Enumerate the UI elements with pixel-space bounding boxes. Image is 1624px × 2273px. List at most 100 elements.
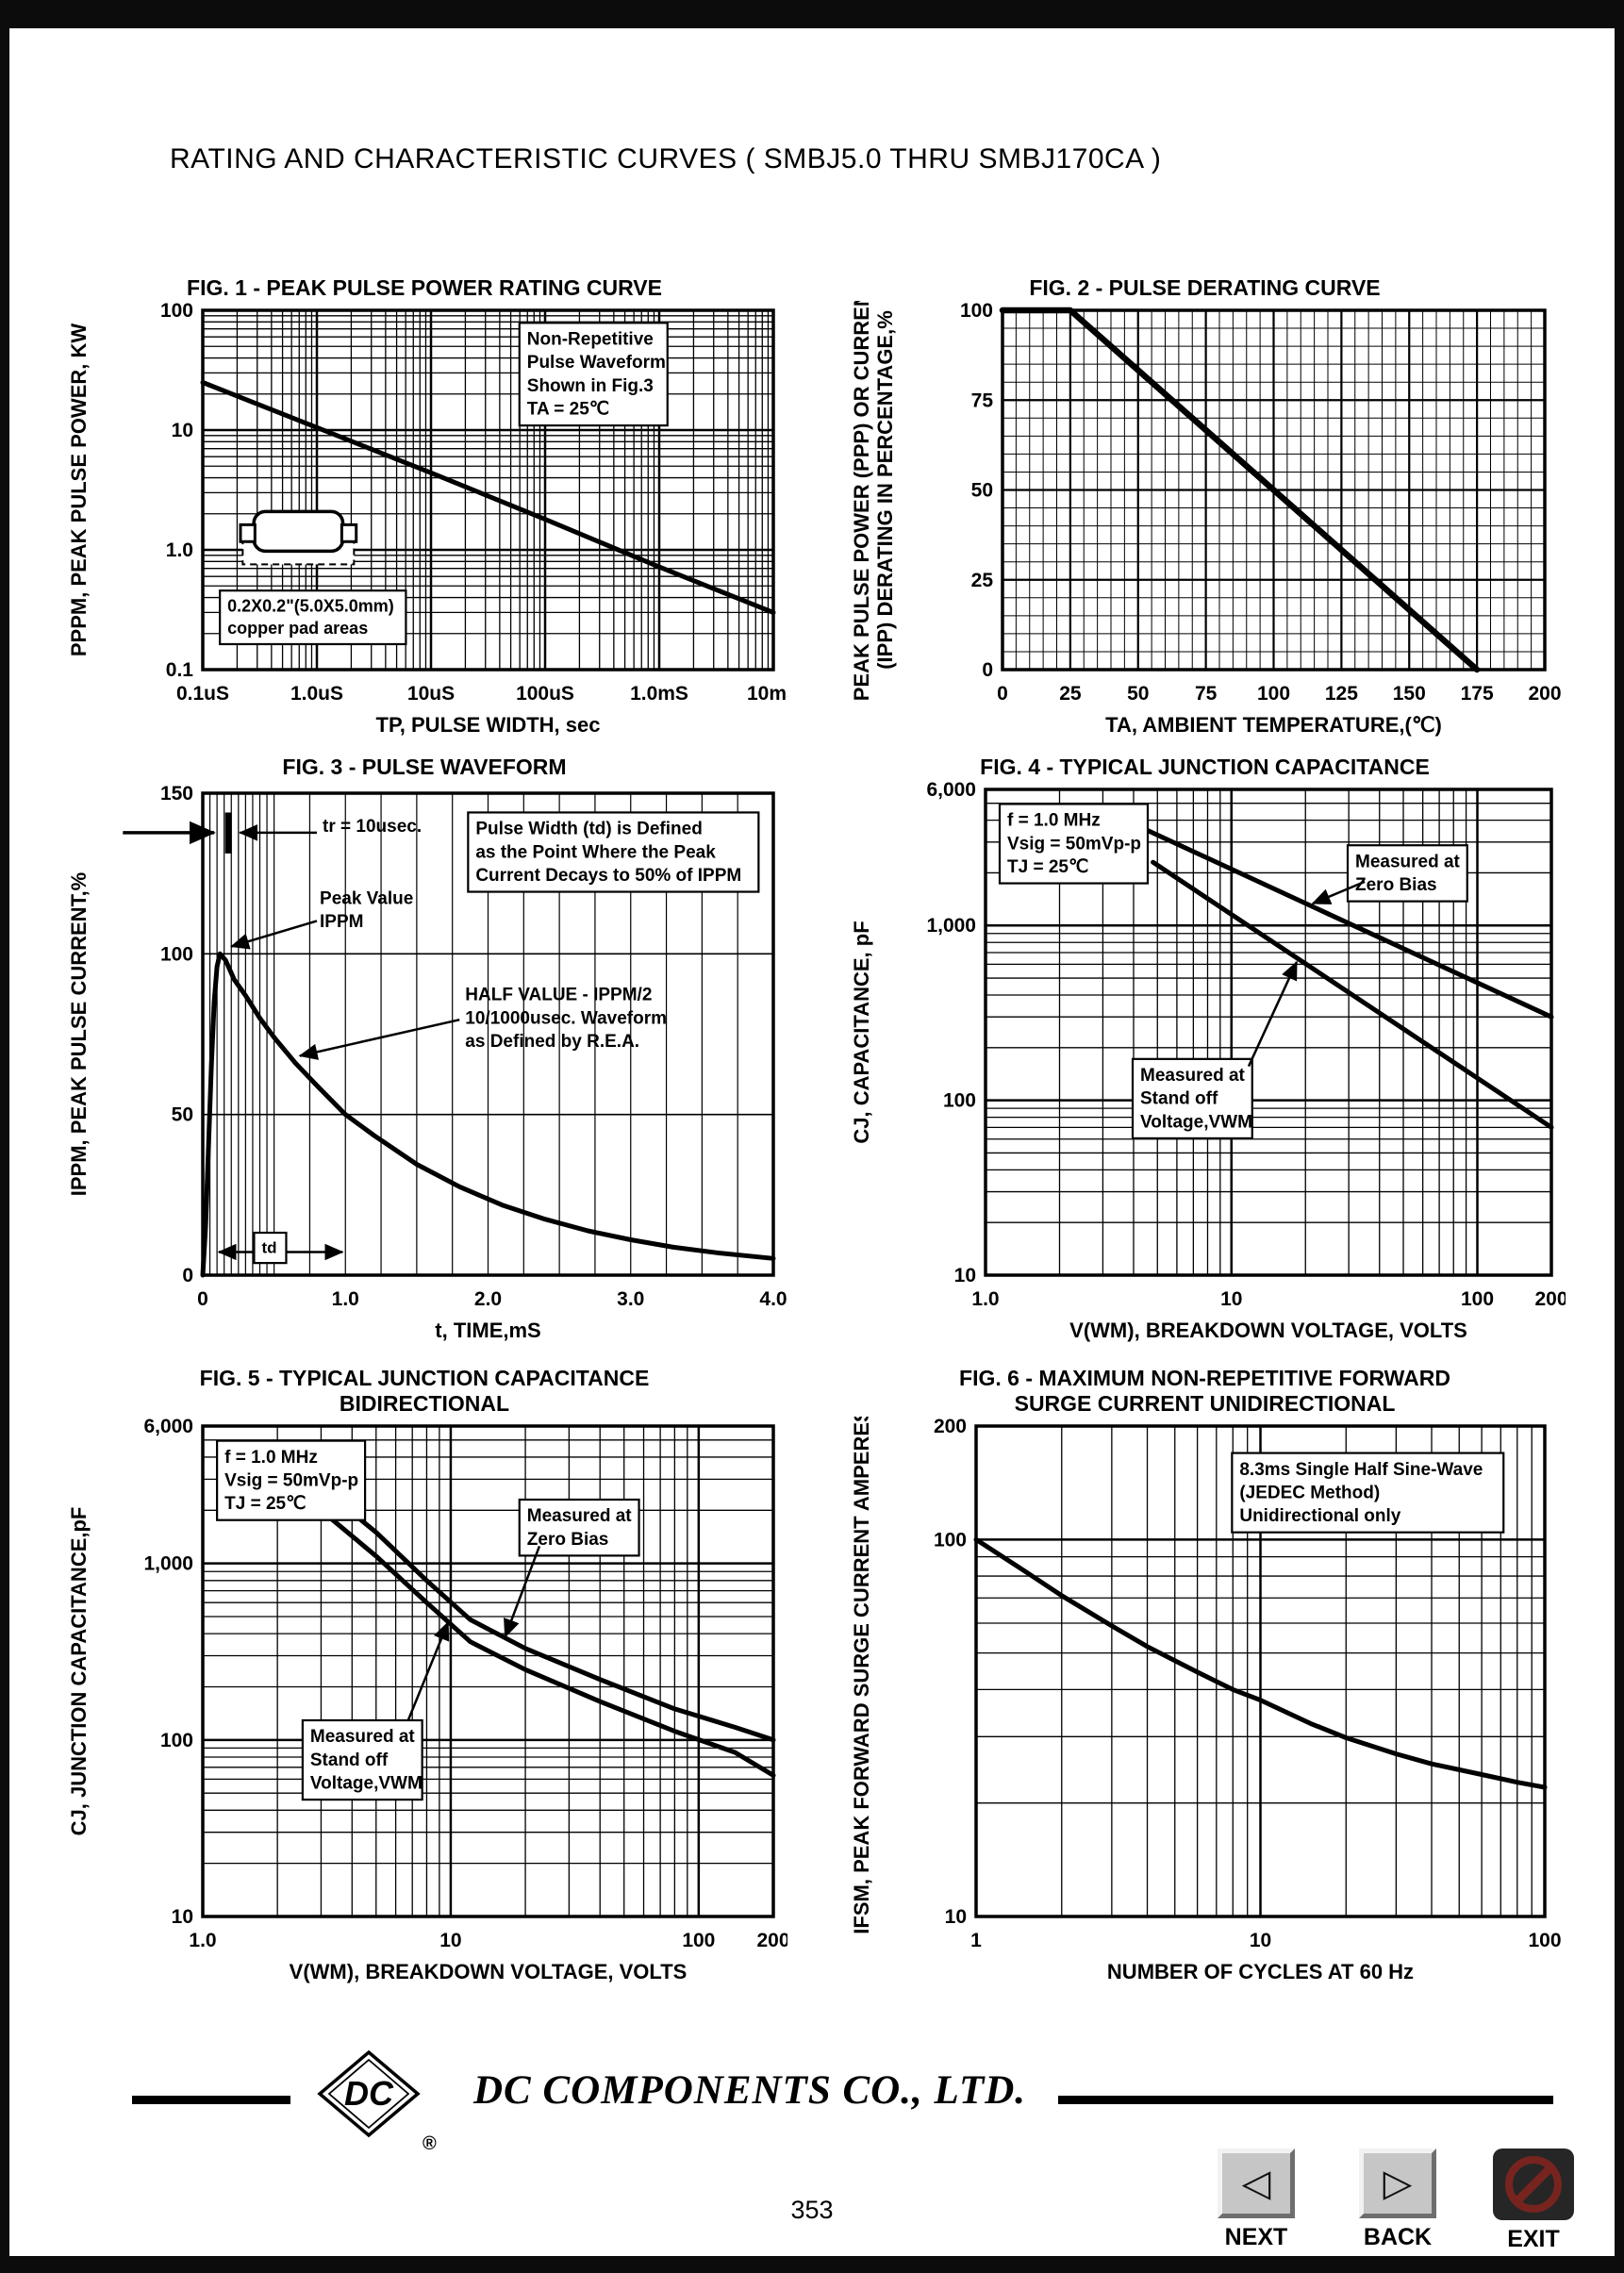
x-axis-title: NUMBER OF CYCLES AT 60 Hz	[1107, 1960, 1414, 1983]
y-axis-title: IFSM, PEAK FORWARD SURGE CURRENT AMPERES	[850, 1417, 873, 1934]
annotation-text: 8.3ms Single Half Sine-Wave	[1239, 1460, 1483, 1480]
y-axis-title: PPPM, PEAK PULSE POWER, KW	[67, 324, 91, 656]
plot-border	[201, 791, 775, 1277]
x-tick-label: 3.0	[617, 1288, 644, 1310]
x-tick-label: 0	[197, 1288, 208, 1310]
annotation-text: Vsig = 50mVp-p	[224, 1471, 358, 1491]
fig5-subtitle: BIDIRECTIONAL	[339, 1391, 510, 1416]
fig5-junction-capacitance-bidirectional: FIG. 5 - TYPICAL JUNCTION CAPACITANCE BI…	[61, 1366, 790, 1999]
x-tick-label: 10uS	[407, 683, 455, 705]
fig1-title: FIG. 1 - PEAK PULSE POWER RATING CURVE	[187, 275, 662, 300]
x-tick-label: 1.0	[332, 1288, 359, 1310]
annotation-text: as the Point Where the Peak	[475, 842, 716, 862]
series-surge-current	[973, 1536, 1548, 1790]
x-tick-label: 10	[1250, 1930, 1271, 1951]
gridlines	[976, 1426, 1545, 1916]
fig6-max-forward-surge-current: FIG. 6 - MAXIMUM NON-REPETITIVE FORWARD …	[844, 1366, 1566, 1999]
annotation-text: TJ = 25℃	[1007, 857, 1088, 877]
series-pulse-waveform	[200, 951, 776, 1278]
x-tick-label: 1.0mS	[630, 683, 688, 705]
annotations: Non-Repetitive Pulse Waveform Shown in Fig…	[219, 322, 669, 646]
back-label: BACK	[1363, 2224, 1433, 2250]
annotation-text: Voltage,VWM	[1140, 1112, 1252, 1132]
annotation-box	[998, 803, 1150, 885]
next-button[interactable]: ◁	[1218, 2149, 1295, 2218]
x-tick-label: 200	[1528, 683, 1561, 705]
x-tick-label: 1.0uS	[290, 683, 343, 705]
annotation-arrow	[1311, 880, 1366, 905]
annotation-text: Stand off	[1140, 1089, 1218, 1109]
annotation-text: 0.2X0.2"(5.0X5.0mm)	[227, 597, 394, 616]
exit-button[interactable]	[1493, 2149, 1574, 2220]
y-tick-label: 0.1	[166, 659, 194, 681]
fig4-typical-junction-capacitance: FIG. 4 - TYPICAL JUNCTION CAPACITANCE 1.…	[844, 755, 1568, 1358]
plot-border	[984, 788, 1553, 1277]
page-number: 353	[790, 2196, 834, 2224]
y-tick-label: 100	[943, 1090, 976, 1112]
dc-components-logo: DC	[317, 2049, 421, 2138]
logo-diamond-outer	[317, 2049, 421, 2138]
annotation-arrow	[504, 1545, 541, 1638]
annotation-box	[301, 1718, 423, 1801]
annotation-text: Pulse Waveform	[527, 353, 666, 373]
x-tick-label: 1	[970, 1930, 982, 1951]
next-button-group: ◁ NEXT	[1209, 2149, 1303, 2251]
y-tick-label: 100	[960, 301, 993, 322]
annotation-box	[518, 322, 669, 427]
y-axis-title: IPPM, PEAK PULSE CURRENT,%	[67, 872, 91, 1197]
fig2-plot-area: 0 25 50 75 100 125 150 175 200 0 25 50 75 100 TA, AMBI…	[844, 278, 1566, 747]
logo-diamond-inner	[327, 2058, 410, 2130]
annotation-box	[219, 589, 407, 646]
fig2-plot: 0 25 50 75 100 125 150 175 200 0 25 50 75 100 TA, AMBI…	[850, 278, 1562, 737]
x-axis-title: V(WM), BREAKDOWN VOLTAGE, VOLTS	[290, 1960, 688, 1983]
annotation-text: Current Decays to 50% of IPPM	[475, 866, 741, 886]
y-axis-title: CJ, JUNCTION CAPACITANCE,pF	[67, 1507, 91, 1836]
back-button-group: ▷ BACK	[1351, 2149, 1445, 2251]
y-tick-label: 100	[934, 1529, 967, 1551]
x-tick-label: 50	[1127, 683, 1149, 705]
y-tick-label: 0	[182, 1265, 193, 1286]
y-axis-title: (IPP) DERATING IN PERCENTAGE,%	[873, 310, 897, 670]
footer-rule-right	[1058, 2096, 1553, 2104]
y-tick-label: 50	[172, 1104, 193, 1126]
annotation-text: Peak Value	[320, 888, 413, 908]
x-tick-label: 175	[1461, 683, 1494, 705]
y-tick-label: 10	[945, 1906, 967, 1928]
x-tick-label: 100	[682, 1930, 715, 1951]
fig2-pulse-derating-curve: FIG. 2 - PULSE DERATING CURVE 0 25 50 75 100…	[844, 275, 1566, 747]
series-standoff-voltage	[318, 1507, 776, 1778]
y-tick-label: 10	[172, 420, 193, 441]
annotation-text: td	[261, 1239, 276, 1257]
footer-rule-left	[132, 2096, 290, 2104]
annotation-text: Non-Repetitive	[527, 330, 654, 350]
y-tick-label: 1,000	[926, 915, 976, 937]
y-tick-label: 1,000	[143, 1553, 193, 1575]
fig5-plot-area: 1.0 10 100 200 6,000 1,000 100 10 V(WM), BREAKDO…	[61, 1416, 790, 1999]
x-tick-label: 100uS	[516, 683, 574, 705]
x-axis-title: TP, PULSE WIDTH, sec	[376, 713, 601, 737]
fig1-plot-area: 0.1uS 1.0uS 10uS 100uS 1.0mS 10mS 100 10 1.0 0.1 T…	[61, 300, 800, 747]
annotation-box	[253, 1231, 288, 1265]
x-tick-label: 0	[997, 683, 1008, 705]
y-axis-title: PEAK PULSE POWER (PPP) OR CURRENT	[850, 301, 873, 701]
axis-labels: 0.1uS 1.0uS 10uS 100uS 1.0mS 10mS 100 10 1.0 0.1 T…	[67, 300, 800, 737]
page-title: RATING AND CHARACTERISTIC CURVES ( SMBJ5…	[170, 143, 1162, 174]
x-axis-title: V(WM), BREAKDOWN VOLTAGE, VOLTS	[1069, 1319, 1467, 1342]
annotation-text: TJ = 25℃	[224, 1494, 306, 1514]
x-tick-label: 100	[1257, 683, 1290, 705]
prohibition-slash	[1511, 2162, 1556, 2208]
axis-labels: 0 25 50 75 100 125 150 175 200 0 25 50 75 100 TA, AMBI…	[850, 278, 1562, 737]
back-button[interactable]: ▷	[1359, 2149, 1436, 2218]
y-tick-label: 0	[982, 659, 993, 681]
left-outline-triangle-icon: ◁	[1241, 2162, 1271, 2205]
annotation-text: Measured at	[1355, 852, 1461, 871]
fig4-plot-area: 1.0 10 100 200 6,000 1,000 100 10 V(WM), BREAKDO…	[844, 779, 1568, 1358]
plot-border	[974, 1424, 1547, 1918]
gridlines	[986, 789, 1551, 1275]
plot-border	[201, 1424, 775, 1918]
